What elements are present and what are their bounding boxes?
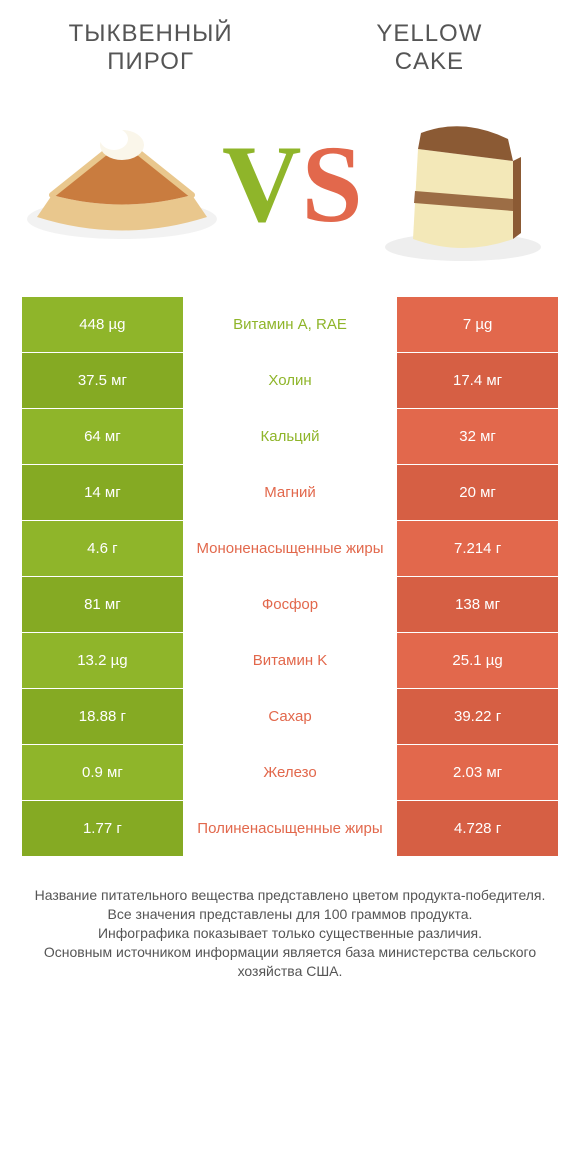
value-left: 14 мг — [22, 465, 183, 520]
table-row: 13.2 µgВитамин K25.1 µg — [22, 633, 558, 689]
table-row: 1.77 гПолиненасыщенные жиры4.728 г — [22, 801, 558, 856]
food-left-image — [22, 99, 222, 269]
value-left: 0.9 мг — [22, 745, 183, 800]
nutrient-label: Витамин A, RAE — [183, 297, 397, 352]
footer-line: Название питательного вещества представл… — [28, 886, 552, 905]
table-row: 64 мгКальций32 мг — [22, 409, 558, 465]
title-right: YELLOWCAKE — [301, 20, 558, 75]
titles-row: ТЫКВЕННЫЙПИРОГ YELLOWCAKE — [22, 20, 558, 75]
table-row: 37.5 мгХолин17.4 мг — [22, 353, 558, 409]
table-row: 0.9 мгЖелезо2.03 мг — [22, 745, 558, 801]
value-left: 1.77 г — [22, 801, 183, 856]
value-right: 4.728 г — [397, 801, 558, 856]
table-row: 81 мгФосфор138 мг — [22, 577, 558, 633]
value-right: 32 мг — [397, 409, 558, 464]
page-root: ТЫКВЕННЫЙПИРОГ YELLOWCAKE V S — [0, 0, 580, 1001]
value-left: 4.6 г — [22, 521, 183, 576]
nutrient-label: Фосфор — [183, 577, 397, 632]
value-left: 81 мг — [22, 577, 183, 632]
value-right: 17.4 мг — [397, 353, 558, 408]
vs-label: V S — [222, 129, 363, 239]
value-right: 39.22 г — [397, 689, 558, 744]
nutrient-label: Кальций — [183, 409, 397, 464]
value-left: 18.88 г — [22, 689, 183, 744]
value-right: 2.03 мг — [397, 745, 558, 800]
nutrient-label: Магний — [183, 465, 397, 520]
nutrient-label: Железо — [183, 745, 397, 800]
nutrient-label: Мононенасыщенные жиры — [183, 521, 397, 576]
value-right: 20 мг — [397, 465, 558, 520]
value-right: 25.1 µg — [397, 633, 558, 688]
value-left: 448 µg — [22, 297, 183, 352]
table-row: 4.6 гМононенасыщенные жиры7.214 г — [22, 521, 558, 577]
footer-line: Основным источником информации является … — [28, 943, 552, 981]
nutrient-label: Холин — [183, 353, 397, 408]
value-left: 37.5 мг — [22, 353, 183, 408]
nutrient-label: Витамин K — [183, 633, 397, 688]
value-left: 13.2 µg — [22, 633, 183, 688]
footer-line: Инфографика показывает только существенн… — [28, 924, 552, 943]
comparison-table: 448 µgВитамин A, RAE7 µg37.5 мгХолин17.4… — [22, 297, 558, 856]
footer-line: Все значения представлены для 100 граммо… — [28, 905, 552, 924]
value-left: 64 мг — [22, 409, 183, 464]
food-right-image — [363, 99, 563, 269]
nutrient-label: Полиненасыщенные жиры — [183, 801, 397, 856]
title-left: ТЫКВЕННЫЙПИРОГ — [22, 20, 279, 75]
value-right: 7.214 г — [397, 521, 558, 576]
value-right: 7 µg — [397, 297, 558, 352]
nutrient-label: Сахар — [183, 689, 397, 744]
vs-s: S — [301, 129, 362, 239]
hero-row: V S — [22, 89, 558, 279]
table-row: 14 мгМагний20 мг — [22, 465, 558, 521]
table-row: 448 µgВитамин A, RAE7 µg — [22, 297, 558, 353]
value-right: 138 мг — [397, 577, 558, 632]
vs-v: V — [222, 129, 301, 239]
footer-text: Название питательного вещества представл… — [22, 886, 558, 1000]
table-row: 18.88 гСахар39.22 г — [22, 689, 558, 745]
